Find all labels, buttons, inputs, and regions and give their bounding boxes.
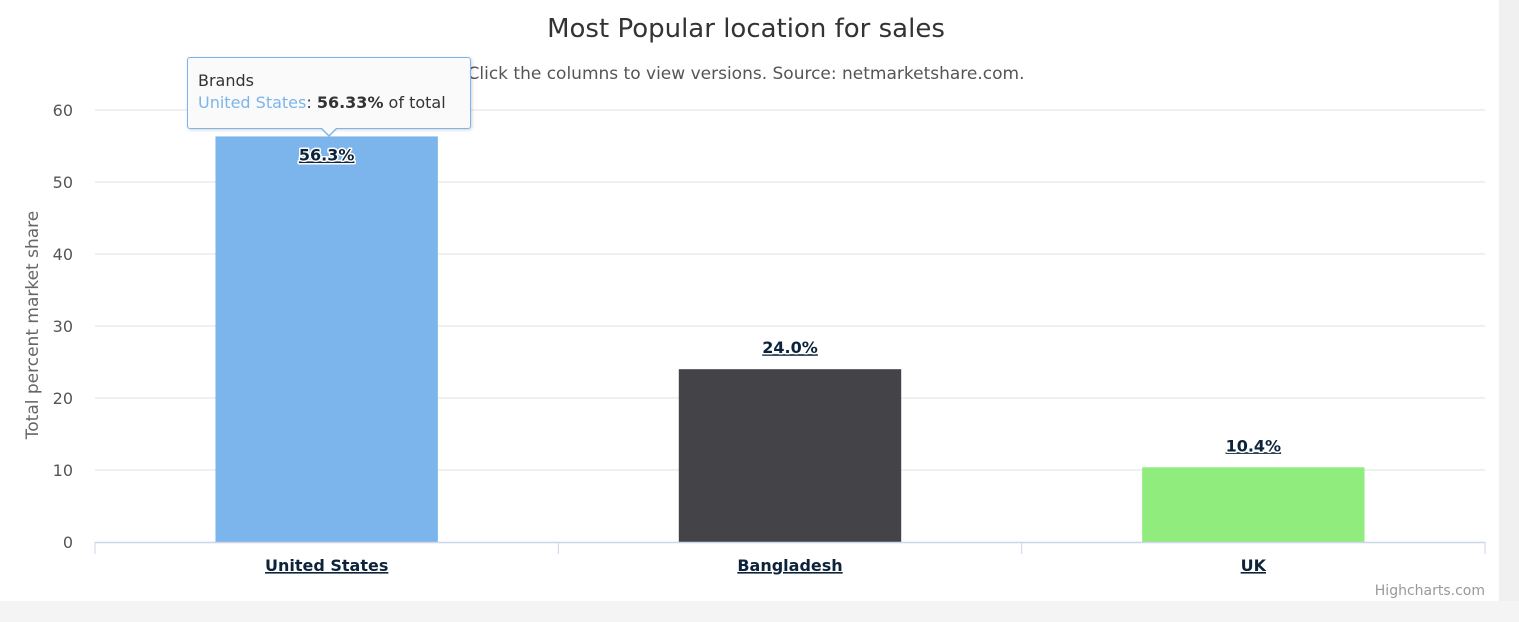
y-tick-label: 40 [53, 245, 73, 264]
x-category-bangladesh[interactable]: Bangladesh [737, 556, 842, 575]
scrollbar-track[interactable] [1499, 0, 1519, 601]
x-category-united-states[interactable]: United States [265, 556, 388, 575]
bar-united-states[interactable] [215, 136, 438, 542]
x-category-uk[interactable]: UK [1241, 556, 1267, 575]
data-label-united-states: 56.3% [299, 145, 355, 164]
tooltip-arrow-inner [321, 127, 337, 135]
tooltip: Brands United States: 56.33% of total [187, 57, 471, 137]
tooltip-header: Brands [198, 71, 254, 90]
y-axis-label: Total percent market share [23, 211, 43, 440]
y-tick-label: 0 [63, 533, 73, 552]
y-tick-label: 60 [53, 101, 73, 120]
chart-subtitle: Click the columns to view versions. Sour… [468, 64, 1025, 84]
tooltip-series-name: United States [198, 93, 307, 112]
bar-bangladesh[interactable] [678, 369, 902, 542]
tooltip-point: United States: 56.33% of total [198, 93, 446, 112]
chart-title: Most Popular location for sales [547, 14, 945, 44]
y-tick-label: 10 [53, 461, 73, 480]
tooltip-suffix: of total [383, 93, 446, 112]
y-tick-label: 20 [53, 389, 73, 408]
data-label-bangladesh: 24.0% [762, 338, 818, 357]
data-label-uk: 10.4% [1226, 436, 1282, 455]
y-tick-label: 30 [53, 317, 73, 336]
bar-uk[interactable] [1142, 467, 1365, 542]
tooltip-value: 56.33% [316, 93, 384, 112]
credits-link[interactable]: Highcharts.com [1375, 583, 1485, 599]
y-tick-label: 50 [53, 173, 73, 192]
chart-container: 0 10 20 30 40 50 60 56.3% 24.0% 10.4% United Sta… [0, 0, 1499, 601]
